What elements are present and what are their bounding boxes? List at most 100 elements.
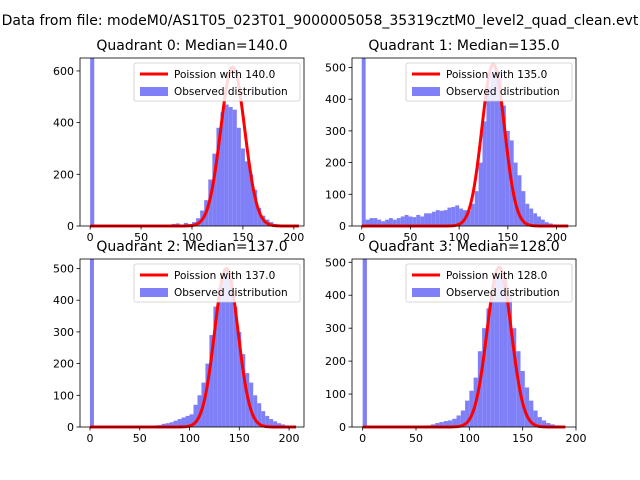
histogram-bar bbox=[389, 218, 393, 226]
histogram-bar bbox=[482, 328, 487, 427]
histogram-bar bbox=[533, 213, 538, 226]
y-tick-label: 200 bbox=[325, 157, 346, 170]
histogram-bar bbox=[197, 395, 202, 427]
histogram-bar bbox=[365, 219, 370, 226]
y-tick-label: 400 bbox=[53, 117, 74, 130]
histogram-bar bbox=[185, 415, 190, 427]
legend-box bbox=[133, 62, 301, 102]
histogram-bar bbox=[448, 420, 453, 427]
y-tick-label: 500 bbox=[325, 62, 346, 75]
y-tick-label: 500 bbox=[325, 256, 346, 269]
histogram-bar bbox=[265, 415, 270, 427]
legend-label-observed: Observed distribution bbox=[446, 287, 560, 299]
histogram-bar bbox=[213, 306, 218, 427]
histogram-bar bbox=[377, 219, 382, 226]
legend: Poission with 135.0 Observed distribution bbox=[405, 62, 573, 102]
histogram-bar bbox=[451, 206, 456, 226]
histogram-bar bbox=[257, 207, 262, 226]
histogram-bar bbox=[169, 422, 174, 427]
y-tick-label: 400 bbox=[325, 93, 346, 106]
histogram-bar bbox=[400, 216, 405, 226]
y-tick-label: 0 bbox=[339, 421, 346, 434]
subplot-quadrant-1: Quadrant 1: Median=135.0 0 50 100 150 200 0 100… bbox=[325, 38, 577, 244]
y-tick-label: 500 bbox=[53, 263, 74, 276]
x-tick-label: 150 bbox=[232, 231, 253, 244]
y-tick-label: 200 bbox=[325, 355, 346, 368]
histogram-bar bbox=[469, 390, 474, 427]
x-tick-label: 50 bbox=[403, 231, 417, 244]
histogram-bar bbox=[546, 423, 551, 427]
x-tick-label: 50 bbox=[134, 231, 148, 244]
histogram-bar bbox=[209, 335, 214, 427]
y-tick-label: 0 bbox=[67, 421, 74, 434]
histogram-bar bbox=[404, 214, 409, 226]
x-tick-label: 200 bbox=[566, 432, 587, 445]
y-tick-label: 0 bbox=[339, 220, 346, 233]
histogram-bar bbox=[478, 162, 483, 226]
histogram-bar bbox=[435, 423, 440, 427]
histogram-bar bbox=[408, 216, 413, 226]
y-tick-label: 400 bbox=[325, 289, 346, 302]
y-tick-label: 0 bbox=[67, 220, 74, 233]
legend-swatch-observed bbox=[140, 87, 168, 96]
histogram-bar bbox=[212, 153, 217, 226]
histogram-bar bbox=[362, 259, 367, 427]
histogram-bar bbox=[233, 306, 238, 427]
histogram-bar bbox=[521, 191, 526, 226]
histogram-bar bbox=[361, 58, 366, 226]
legend-box bbox=[405, 62, 573, 102]
legend-box bbox=[405, 263, 573, 303]
histogram-bar bbox=[225, 268, 230, 427]
histogram-bar bbox=[244, 161, 250, 226]
histogram-bar bbox=[486, 308, 491, 427]
subplot-quadrant-0: Quadrant 0: Median=140.0 0 50 100 150 200 0 200… bbox=[53, 38, 305, 244]
x-tick-label: 0 bbox=[87, 231, 94, 244]
histogram-bar bbox=[249, 382, 254, 427]
axes-frame bbox=[351, 57, 577, 227]
histogram-bar bbox=[232, 109, 237, 226]
legend-label-poisson: Poission with 140.0 bbox=[174, 69, 275, 81]
histogram-bar bbox=[456, 415, 461, 427]
histogram-bar bbox=[431, 211, 436, 226]
histogram-bar bbox=[470, 203, 475, 226]
legend-label-observed: Observed distribution bbox=[174, 287, 288, 299]
histogram-bar bbox=[533, 410, 538, 427]
histogram-bar bbox=[237, 331, 242, 427]
histogram-bar bbox=[253, 395, 258, 427]
histogram-bar bbox=[537, 216, 541, 226]
histogram-bar bbox=[435, 210, 440, 226]
axes-frame bbox=[351, 258, 577, 428]
histogram-bar bbox=[229, 278, 234, 427]
subplot-title: Quadrant 3: Median=128.0 bbox=[368, 239, 559, 255]
histogram-bar bbox=[424, 213, 428, 226]
histogram-bar bbox=[249, 174, 254, 226]
subplot-grid: Quadrant 0: Median=140.0 0 50 100 150 200 0 200… bbox=[53, 38, 587, 445]
legend-label-observed: Observed distribution bbox=[174, 86, 288, 98]
histogram-bar bbox=[498, 70, 502, 226]
histogram-bar bbox=[273, 421, 278, 427]
histogram-bar bbox=[89, 259, 94, 427]
histogram-bar bbox=[525, 203, 530, 226]
histogram-bar bbox=[486, 86, 491, 226]
y-tick-label: 400 bbox=[53, 294, 74, 307]
histogram-bar bbox=[524, 387, 530, 427]
histogram-bar bbox=[277, 423, 282, 427]
histogram-bar bbox=[544, 222, 549, 226]
histogram-bar bbox=[217, 287, 222, 427]
x-tick-label: 0 bbox=[358, 231, 365, 244]
histogram-bar bbox=[392, 219, 397, 226]
histogram-bar bbox=[503, 278, 508, 427]
histogram-bar bbox=[482, 121, 487, 226]
y-tick-label: 600 bbox=[53, 65, 74, 78]
histogram-bar bbox=[443, 421, 448, 427]
histogram-bar bbox=[513, 162, 518, 226]
legend: Poission with 137.0 Observed distribution bbox=[133, 263, 301, 303]
histogram-bar bbox=[269, 419, 274, 427]
histogram-bar bbox=[221, 278, 226, 427]
y-tick-label: 100 bbox=[53, 389, 74, 402]
histogram-bar bbox=[529, 208, 534, 226]
x-tick-label: 150 bbox=[229, 432, 250, 445]
histogram-bar bbox=[205, 363, 210, 427]
histogram-bar bbox=[452, 418, 457, 427]
x-tick-label: 200 bbox=[279, 432, 300, 445]
